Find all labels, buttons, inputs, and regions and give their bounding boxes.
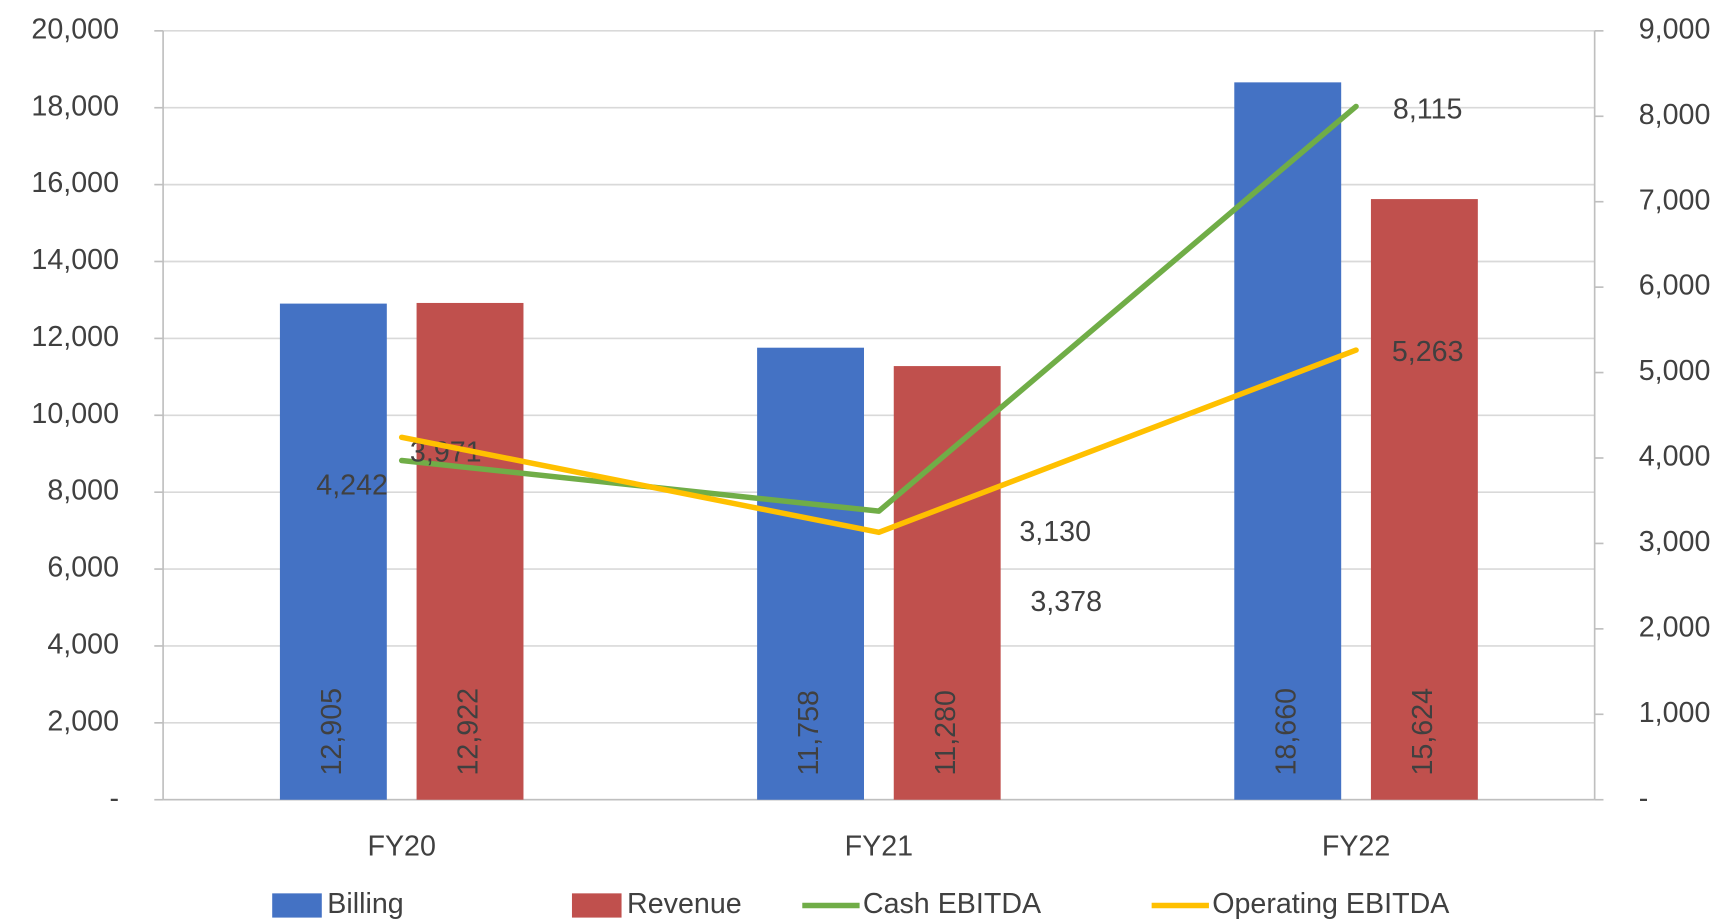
line-value-label: 3,378 [1030, 586, 1102, 618]
bar-value-label: 18,660 [1270, 688, 1302, 776]
bar [893, 366, 1001, 800]
y2-tick-label: 8,000 [1639, 99, 1711, 131]
line-series [398, 347, 1359, 536]
y-tick-label: 6,000 [47, 552, 119, 584]
x-tick-label: FY22 [1322, 831, 1390, 863]
y-tick-label: 10,000 [31, 398, 119, 430]
bar-value-label: 11,758 [793, 690, 825, 775]
y-tick-label: 12,000 [31, 321, 119, 353]
bar-value-label: 15,624 [1407, 688, 1439, 776]
legend-label: Revenue [627, 888, 742, 920]
y2-tick-label: 2,000 [1639, 611, 1711, 643]
x-tick-label: FY20 [367, 831, 435, 863]
bar [757, 347, 864, 800]
y2-tick-label: 1,000 [1639, 697, 1711, 729]
y2-tick-label: 5,000 [1639, 355, 1711, 387]
legend-label: Cash EBITDA [863, 888, 1042, 920]
legend-label: Billing [327, 888, 403, 920]
y-tick-label: 8,000 [47, 475, 119, 507]
y-tick-label: 4,000 [47, 629, 119, 661]
bar-value-label: 11,280 [930, 690, 962, 775]
line-series [398, 103, 1359, 514]
y-tick-label: 2,000 [47, 705, 119, 737]
y-tick-label: 18,000 [31, 90, 119, 122]
y2-tick-label: - [1639, 782, 1649, 814]
y2-tick-label: 9,000 [1639, 13, 1711, 45]
y2-tick-label: 7,000 [1639, 184, 1711, 216]
y2-tick-label: 3,000 [1639, 526, 1711, 558]
bar-value-label: 12,905 [316, 688, 348, 776]
bar [1370, 199, 1478, 800]
y-tick-label: 14,000 [31, 244, 119, 276]
y-tick-label: - [109, 782, 119, 814]
legend-label: Operating EBITDA [1212, 888, 1450, 920]
line-value-label: 3,130 [1019, 516, 1091, 548]
bar-value-label: 12,922 [453, 688, 485, 776]
legend-swatch [272, 893, 322, 918]
line-value-label: 8,115 [1393, 93, 1463, 125]
line-value-label: 4,242 [316, 469, 388, 501]
bar [416, 302, 524, 800]
y-tick-label: 16,000 [31, 167, 119, 199]
legend-swatch [571, 893, 622, 918]
bar [1234, 82, 1342, 800]
x-tick-label: FY21 [845, 831, 913, 863]
y2-tick-label: 4,000 [1639, 441, 1711, 473]
bar [279, 303, 387, 800]
y2-tick-label: 6,000 [1639, 270, 1711, 302]
line-value-label: 5,263 [1392, 336, 1464, 368]
y-tick-label: 20,000 [31, 13, 119, 45]
